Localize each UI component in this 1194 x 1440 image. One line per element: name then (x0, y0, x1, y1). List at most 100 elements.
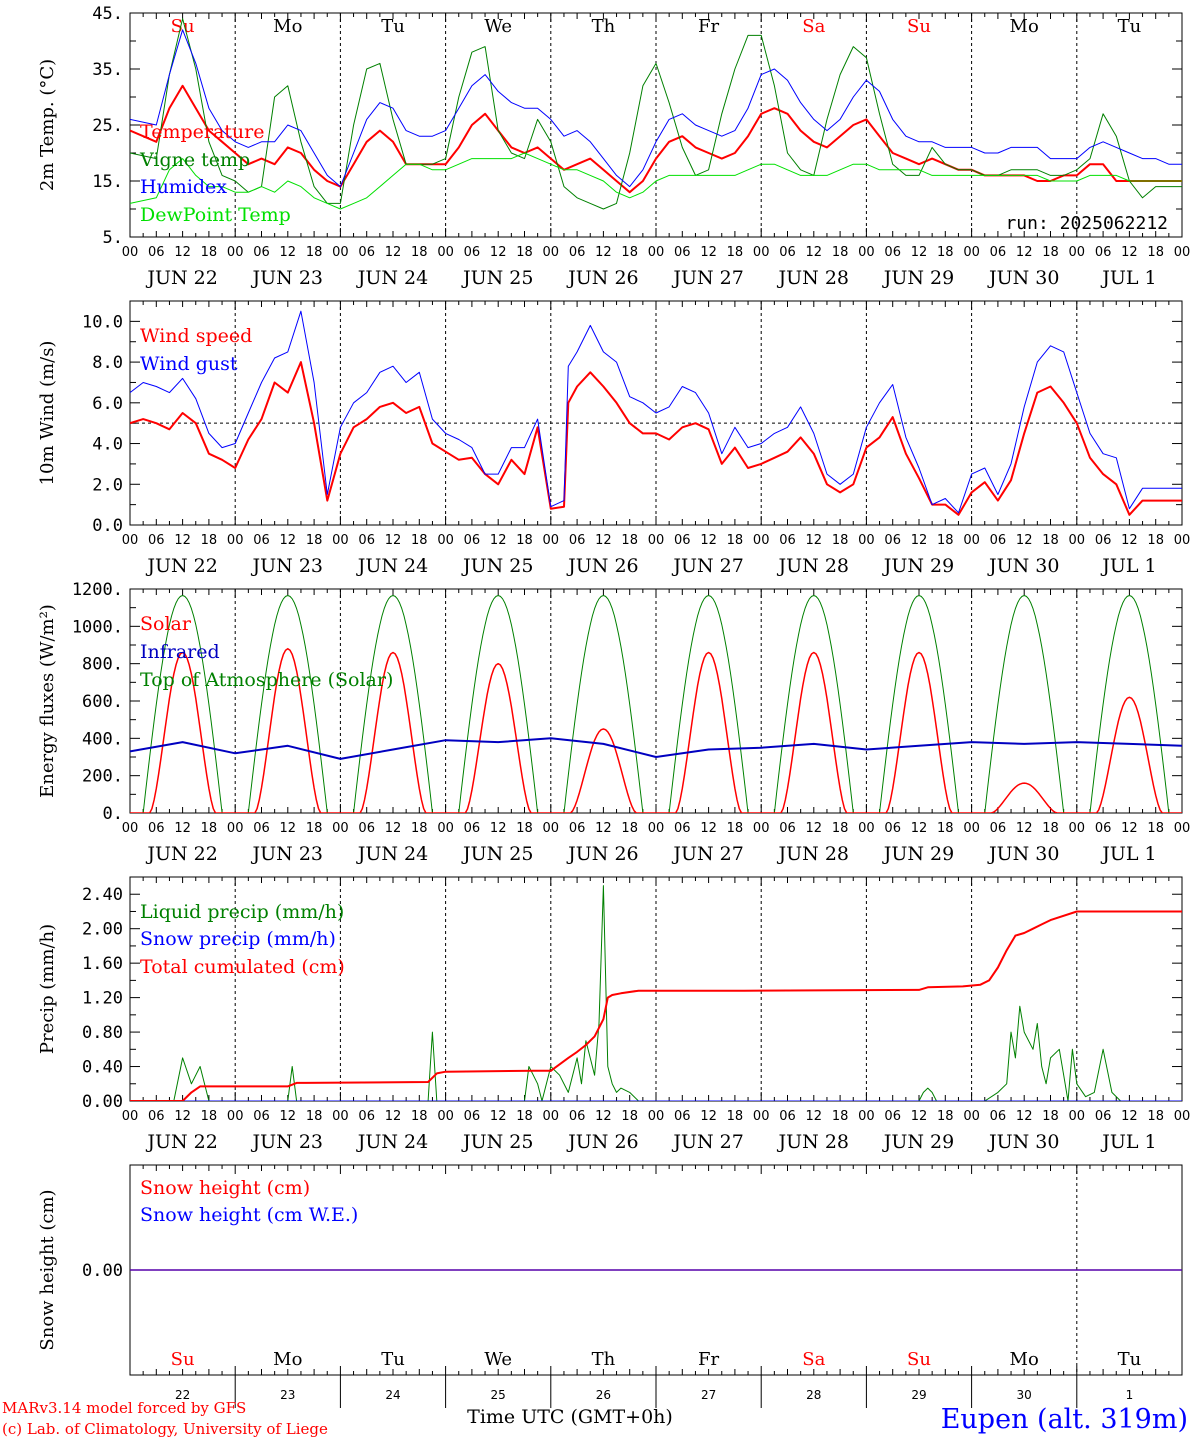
weekday-label: Su (907, 16, 931, 37)
weekday-label: Mo (273, 1349, 302, 1370)
legend-entry: Vigne temp (139, 149, 250, 171)
hour-tick-label: 12 (1016, 245, 1033, 260)
vigne-temp-line (130, 18, 1182, 210)
hour-tick-label: 18 (727, 1109, 744, 1124)
hour-tick-label: 00 (648, 1109, 665, 1124)
day-number-label: 24 (385, 1388, 400, 1402)
hour-tick-label: 18 (516, 821, 533, 836)
hour-tick-label: 00 (1174, 533, 1191, 548)
hour-tick-label: 18 (621, 533, 638, 548)
y-tick-label: 0.0 (92, 516, 123, 536)
hour-tick-label: 00 (543, 245, 560, 260)
hour-tick-label: 00 (753, 1109, 770, 1124)
hour-tick-label: 12 (911, 533, 928, 548)
legend-entry: Total cumulated (cm) (140, 956, 345, 978)
hour-tick-label: 12 (174, 245, 191, 260)
hour-tick-label: 18 (411, 245, 428, 260)
y-tick-label: 1200. (72, 580, 123, 600)
hour-tick-label: 18 (1042, 1109, 1059, 1124)
hour-tick-label: 06 (1095, 245, 1112, 260)
hour-tick-label: 18 (621, 1109, 638, 1124)
hour-tick-label: 06 (358, 821, 375, 836)
date-label: JUN 22 (145, 267, 217, 289)
hour-tick-label: 00 (963, 245, 980, 260)
y-tick-label: 8.0 (92, 353, 123, 373)
hour-tick-label: 12 (806, 533, 823, 548)
hour-tick-label: 18 (306, 821, 323, 836)
date-label: JUN 25 (461, 555, 533, 577)
weekday-label: Tu (1118, 16, 1142, 37)
hour-tick-label: 18 (516, 245, 533, 260)
weekday-label: Th (592, 1349, 616, 1370)
hour-tick-label: 00 (963, 533, 980, 548)
y-tick-label: 6.0 (92, 394, 123, 414)
hour-tick-label: 18 (201, 245, 218, 260)
hour-tick-label: 06 (1095, 821, 1112, 836)
date-label: JUN 28 (777, 1131, 849, 1153)
hour-tick-label: 06 (253, 533, 270, 548)
legend-entry: Snow precip (mm/h) (140, 928, 336, 950)
run-label: run: 2025062212 (1005, 213, 1168, 234)
hour-tick-label: 12 (700, 533, 717, 548)
legend-entry: Top of Atmosphere (Solar) (140, 669, 393, 691)
hour-tick-label: 00 (1069, 245, 1086, 260)
day-number-label: 22 (175, 1388, 190, 1402)
hour-tick-label: 06 (884, 533, 901, 548)
date-label: JUN 27 (671, 1131, 743, 1153)
date-label: JUN 26 (566, 1131, 638, 1153)
hour-tick-label: 00 (122, 533, 139, 548)
legend-entry: Snow height (cm) (140, 1177, 310, 1199)
hour-tick-label: 18 (201, 1109, 218, 1124)
plot-frame (129, 588, 1183, 814)
hour-tick-label: 12 (385, 245, 402, 260)
hour-tick-label: 06 (253, 1109, 270, 1124)
panel-4: 0.00 0.40 0.80 1.20 1.60 2.00 2.40 Precip (mm/h… (37, 876, 1191, 1153)
time-axis-label: Time UTC (GMT+0h) (467, 1406, 673, 1428)
hour-tick-label: 06 (674, 533, 691, 548)
hour-tick-label: 18 (832, 245, 849, 260)
hour-tick-label: 12 (174, 533, 191, 548)
liquid-precip-mm-h--line (130, 885, 1182, 1101)
hour-tick-label: 12 (595, 1109, 612, 1124)
panel-1: 5. 15. 25. 35. 45. 2m Temp. (°C) 00 06 12 18 00 06 1… (37, 4, 1190, 289)
hour-tick-label: 00 (1174, 1109, 1191, 1124)
panel-3: 0. 200. 400. 600. 800. 1000. 1200. Energy fluxe… (37, 580, 1190, 865)
hour-tick-label: 18 (937, 821, 954, 836)
hour-tick-label: 06 (779, 533, 796, 548)
hour-tick-label: 00 (122, 245, 139, 260)
hour-tick-label: 12 (911, 821, 928, 836)
hour-tick-label: 00 (1069, 533, 1086, 548)
station-name: Eupen (alt. 319m) (941, 1404, 1188, 1435)
hour-tick-label: 12 (595, 533, 612, 548)
date-label: JUL 1 (1100, 555, 1156, 577)
hour-tick-label: 06 (779, 245, 796, 260)
legend-entry: Liquid precip (mm/h) (140, 901, 344, 923)
hour-tick-label: 00 (648, 821, 665, 836)
date-label: JUN 24 (356, 267, 428, 289)
hour-tick-label: 00 (227, 1109, 244, 1124)
hour-tick-label: 00 (437, 245, 454, 260)
hour-tick-label: 00 (122, 821, 139, 836)
legend-entry: Wind speed (140, 325, 252, 347)
hour-tick-label: 18 (1042, 533, 1059, 548)
date-label: JUN 26 (566, 843, 638, 865)
hour-tick-label: 12 (490, 1109, 507, 1124)
weekday-label: Tu (1118, 1349, 1142, 1370)
day-number-label: 28 (806, 1388, 821, 1402)
hour-tick-label: 06 (569, 1109, 586, 1124)
hour-tick-label: 06 (358, 245, 375, 260)
day-number-label: 23 (280, 1388, 295, 1402)
hour-tick-label: 06 (674, 245, 691, 260)
date-label: JUN 24 (356, 1131, 428, 1153)
hour-tick-label: 18 (306, 1109, 323, 1124)
date-label: JUN 30 (987, 267, 1059, 289)
hour-tick-label: 18 (306, 533, 323, 548)
hour-tick-label: 00 (963, 821, 980, 836)
date-label: JUN 26 (566, 267, 638, 289)
y-tick-label: 5. (103, 228, 123, 248)
hour-tick-label: 12 (174, 821, 191, 836)
weekday-label: Tu (381, 1349, 405, 1370)
hour-tick-label: 18 (1147, 245, 1164, 260)
date-label: JUN 28 (777, 843, 849, 865)
legend-entry: Infrared (140, 641, 220, 663)
